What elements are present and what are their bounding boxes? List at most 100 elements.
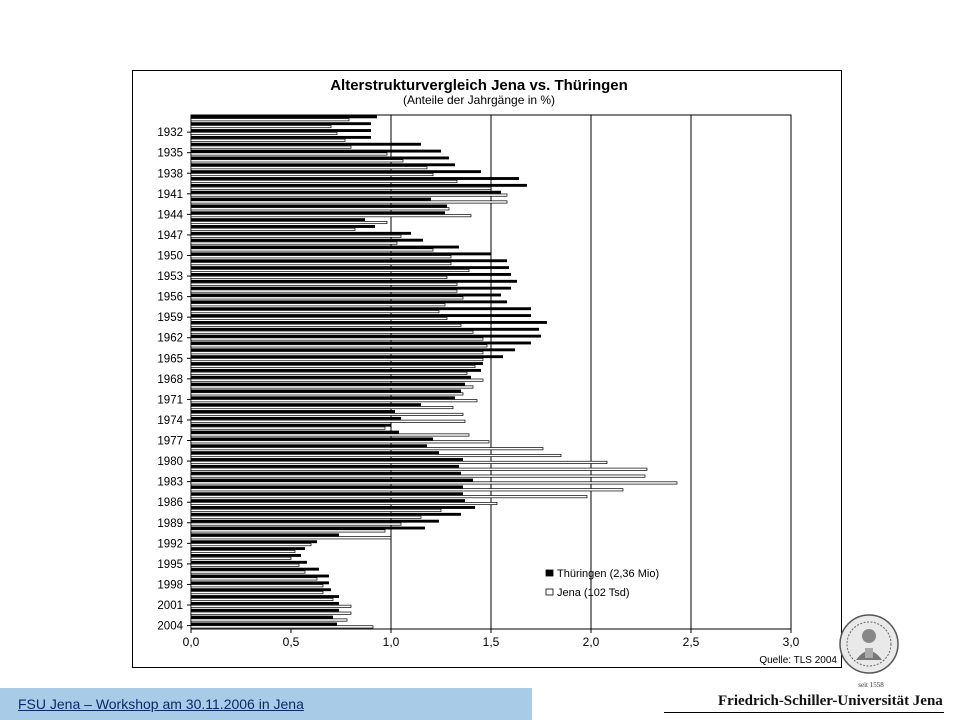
bar-jena [190, 371, 468, 375]
bar-thueringen [191, 547, 305, 551]
bar-thueringen [191, 492, 463, 496]
bar-thueringen [191, 238, 423, 242]
university-seal [838, 612, 900, 687]
bar-thueringen [191, 355, 503, 359]
bar-jena [190, 549, 296, 553]
bar-thueringen [191, 362, 483, 365]
bar-thueringen [191, 464, 459, 468]
bar-thueringen [191, 519, 439, 523]
bar-thueringen [191, 211, 445, 215]
bar-jena [190, 447, 544, 451]
bar-jena [190, 412, 464, 416]
bar-jena [190, 597, 334, 601]
chart-svg: Alterstrukturvergleich Jena vs. Thüringe… [157, 77, 837, 666]
bar-thueringen [191, 170, 481, 174]
bar-jena [190, 138, 346, 142]
bar-jena [190, 275, 448, 279]
bar-jena [190, 358, 484, 362]
bar-thueringen [191, 348, 515, 352]
x-tick-label: 2,0 [583, 635, 600, 649]
y-tick-label: 1971 [157, 394, 183, 406]
bar-jena [190, 536, 392, 540]
footer-bar: FSU Jena – Workshop am 30.11.2006 in Jen… [0, 688, 532, 720]
bar-thueringen [191, 135, 371, 139]
bar-jena [190, 125, 332, 129]
bar-jena [190, 488, 624, 492]
bar-jena [190, 543, 312, 547]
bar-thueringen [191, 526, 425, 530]
legend-label-thueringen: Thüringen (2,36 Mio) [557, 568, 659, 580]
bar-jena [190, 419, 466, 423]
y-tick-label: 1950 [157, 250, 183, 262]
x-tick-label: 2,5 [683, 635, 700, 649]
y-tick-label: 1953 [157, 271, 183, 283]
bar-thueringen [191, 129, 371, 132]
bar-jena [190, 618, 348, 622]
bar-thueringen [191, 416, 401, 420]
bar-jena [190, 474, 646, 478]
bar-thueringen [191, 183, 527, 187]
bar-jena [190, 522, 402, 526]
bar-thueringen [191, 245, 459, 249]
bar-jena [190, 584, 324, 588]
bar-jena [190, 611, 352, 615]
bar-jena [190, 406, 454, 410]
bar-thueringen [191, 375, 471, 379]
y-tick-label: 1992 [157, 538, 183, 550]
bar-thueringen [191, 259, 507, 263]
bar-jena [190, 303, 446, 307]
bar-thueringen [191, 252, 491, 256]
bar-jena [190, 330, 474, 334]
bar-thueringen [191, 368, 481, 372]
bar-jena [190, 262, 452, 266]
bar-thueringen [191, 615, 333, 619]
chart-frame: Alterstrukturvergleich Jena vs. Thüringe… [132, 70, 842, 668]
bar-thueringen [191, 382, 465, 386]
bar-thueringen [191, 567, 319, 571]
bar-thueringen [191, 293, 501, 297]
bar-jena [190, 481, 678, 485]
bar-jena [190, 625, 374, 629]
bar-jena [190, 200, 508, 204]
bar-thueringen [191, 300, 507, 304]
seal-year: seit 1558 [858, 681, 884, 689]
bar-jena [190, 193, 508, 197]
bar-thueringen [191, 588, 331, 592]
y-tick-label: 2001 [157, 600, 183, 612]
bar-thueringen [191, 327, 539, 331]
chart-source: Quelle: TLS 2004 [759, 655, 837, 666]
bar-thueringen [191, 574, 329, 578]
footer-link[interactable]: FSU Jena – Workshop am 30.11.2006 in Jen… [18, 696, 304, 712]
legend-swatch-jena [545, 588, 554, 596]
bar-jena [190, 515, 422, 519]
bar-thueringen [191, 273, 511, 276]
bar-jena [190, 214, 472, 218]
legend: Thüringen (2,36 Mio) Jena (102 Tsd) [545, 568, 659, 599]
bar-thueringen [191, 320, 547, 324]
bar-thueringen [191, 231, 411, 235]
bar-thueringen [191, 403, 421, 407]
y-tick-label: 1959 [157, 312, 183, 324]
bar-jena [190, 508, 442, 512]
bar-thueringen [191, 608, 339, 612]
y-tick-label: 1974 [157, 415, 183, 427]
y-tick-label: 1941 [157, 189, 183, 201]
bar-thueringen [191, 142, 421, 146]
bar-jena [190, 227, 356, 231]
bar-jena [190, 529, 386, 533]
bar-thueringen [191, 225, 375, 228]
bar-jena [190, 248, 434, 252]
bar-jena [190, 145, 352, 149]
bar-thueringen [191, 149, 441, 153]
x-tick-label: 1,0 [383, 635, 400, 649]
bar-jena [190, 282, 458, 286]
y-tick-label: 1998 [157, 579, 183, 591]
bar-thueringen [191, 506, 475, 509]
bar-jena [190, 556, 292, 560]
bar-thueringen [191, 423, 391, 427]
bar-jena [190, 502, 498, 506]
bar-thueringen [191, 341, 531, 345]
bar-jena [190, 131, 338, 135]
bar-thueringen [191, 512, 461, 516]
bar-thueringen [191, 437, 433, 441]
